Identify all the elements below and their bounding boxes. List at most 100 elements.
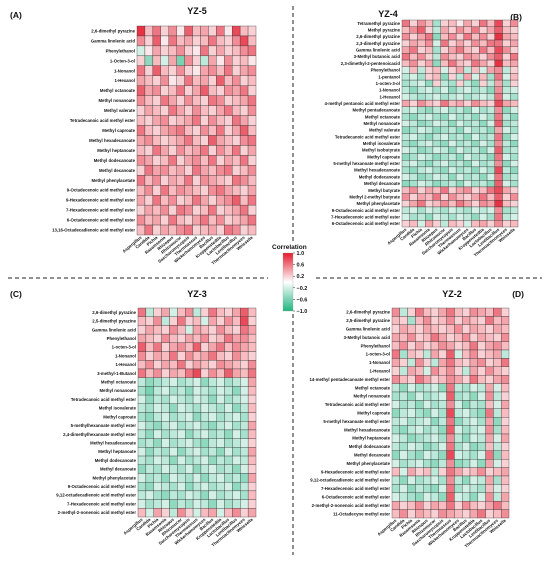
heatmap-cell bbox=[200, 65, 209, 76]
heatmap-cell bbox=[145, 360, 154, 370]
heatmap-cell bbox=[438, 450, 447, 460]
heatmap-cell bbox=[224, 165, 233, 176]
heatmap-cell bbox=[208, 214, 217, 226]
heatmap-cell bbox=[510, 19, 519, 27]
heatmap-cell bbox=[216, 386, 225, 396]
heatmap-cell bbox=[216, 155, 225, 166]
heatmap-cell bbox=[192, 145, 201, 156]
heatmap-cell bbox=[177, 481, 186, 492]
heatmap-cell bbox=[144, 195, 154, 206]
heatmap-cell bbox=[185, 394, 194, 404]
heatmap-cell bbox=[240, 481, 249, 492]
heatmap-cell bbox=[502, 186, 511, 194]
heatmap-cell bbox=[432, 220, 441, 228]
heatmap-cell bbox=[485, 417, 494, 426]
heatmap-cell bbox=[469, 383, 478, 393]
heatmap-cell bbox=[479, 113, 488, 121]
heatmap-cell bbox=[417, 153, 426, 161]
heatmap-cell bbox=[208, 105, 217, 116]
heatmap-cell bbox=[430, 433, 439, 443]
heatmap-cell bbox=[486, 180, 495, 188]
heatmap-cell bbox=[399, 442, 408, 451]
heatmap-cell bbox=[440, 146, 449, 154]
heatmap-cell bbox=[239, 105, 249, 116]
row-label: 1-Hexanol bbox=[379, 94, 400, 99]
heatmap-cell bbox=[184, 115, 193, 126]
heatmap-cell bbox=[169, 429, 178, 439]
heatmap-cell bbox=[399, 400, 408, 409]
heatmap-cell bbox=[469, 467, 478, 477]
heatmap-cell bbox=[493, 475, 502, 485]
heatmap-cell bbox=[153, 377, 162, 387]
heatmap-cell bbox=[184, 165, 193, 176]
heatmap-cell bbox=[247, 55, 257, 66]
heatmap-cell bbox=[440, 86, 449, 94]
heatmap-cell bbox=[486, 200, 495, 208]
heatmap-cell bbox=[469, 417, 478, 426]
heatmap-cell bbox=[169, 325, 178, 335]
heatmap-cell bbox=[401, 140, 410, 148]
row-label: 1-Nonanol bbox=[115, 353, 136, 358]
heatmap-cell bbox=[169, 403, 178, 413]
heatmap-cell bbox=[168, 115, 177, 126]
heatmap-cell bbox=[469, 391, 478, 401]
heatmap-cell bbox=[224, 429, 233, 439]
heatmap-cell bbox=[463, 93, 472, 101]
heatmap-cell bbox=[415, 425, 424, 435]
heatmap-cell bbox=[247, 403, 257, 413]
heatmap-cell bbox=[493, 484, 502, 493]
heatmap-cell bbox=[208, 65, 217, 76]
heatmap-cell bbox=[415, 450, 424, 460]
heatmap-cell bbox=[430, 341, 439, 351]
heatmap-cell bbox=[160, 45, 169, 57]
heatmap-cell bbox=[153, 368, 162, 378]
heatmap-cell bbox=[216, 394, 225, 404]
heatmap-cell bbox=[471, 93, 480, 101]
heatmap-cell bbox=[471, 180, 480, 188]
heatmap-cell bbox=[177, 316, 186, 326]
heatmap-cell bbox=[216, 342, 225, 352]
heatmap-cell bbox=[161, 360, 170, 370]
heatmap-cell bbox=[440, 133, 449, 141]
heatmap-cell bbox=[446, 333, 455, 342]
heatmap-cell bbox=[144, 95, 154, 106]
heatmap-cell bbox=[168, 175, 177, 186]
legend-tick-label: 0.6 bbox=[297, 263, 305, 269]
heatmap-cell bbox=[455, 66, 465, 74]
heatmap-cell bbox=[152, 175, 161, 186]
heatmap-cell bbox=[136, 155, 146, 166]
heatmap-cell bbox=[168, 165, 177, 176]
heatmap-cell bbox=[455, 59, 465, 67]
row-label: Methyl octanoate bbox=[100, 88, 136, 93]
row-label: 9-Octadecenoic acid methyl ester bbox=[68, 484, 137, 489]
heatmap-cell bbox=[232, 481, 241, 492]
heatmap-cell bbox=[432, 213, 441, 221]
heatmap-cell bbox=[399, 417, 408, 426]
heatmap-cell bbox=[239, 95, 249, 106]
heatmap-cell bbox=[169, 386, 178, 396]
heatmap-cell bbox=[247, 224, 257, 236]
heatmap-cell bbox=[415, 492, 424, 502]
heatmap-cell bbox=[216, 307, 225, 317]
heatmap-cell bbox=[232, 214, 241, 226]
heatmap-cell bbox=[409, 86, 418, 94]
heatmap-cell bbox=[425, 160, 434, 168]
row-label: Methyl phenylacetate bbox=[357, 201, 401, 206]
panel-title: YZ-4 bbox=[378, 9, 398, 19]
heatmap-cell bbox=[192, 224, 201, 236]
heatmap-cell bbox=[432, 206, 441, 214]
heatmap-cell bbox=[216, 481, 225, 492]
heatmap-cell bbox=[485, 509, 494, 519]
heatmap-cell bbox=[239, 185, 249, 196]
heatmap-cell bbox=[463, 59, 472, 67]
row-label: Tetradecanoic acid methyl ester bbox=[325, 402, 390, 407]
heatmap-cell bbox=[479, 200, 488, 208]
row-label: 1-Hexanol bbox=[369, 369, 390, 374]
heatmap-cell bbox=[200, 105, 209, 116]
heatmap-cell bbox=[486, 140, 495, 148]
heatmap-cell bbox=[232, 360, 241, 370]
heatmap-cell bbox=[144, 224, 154, 236]
heatmap-cell bbox=[145, 333, 154, 344]
heatmap-cell bbox=[440, 39, 449, 47]
heatmap-cell bbox=[169, 490, 178, 500]
